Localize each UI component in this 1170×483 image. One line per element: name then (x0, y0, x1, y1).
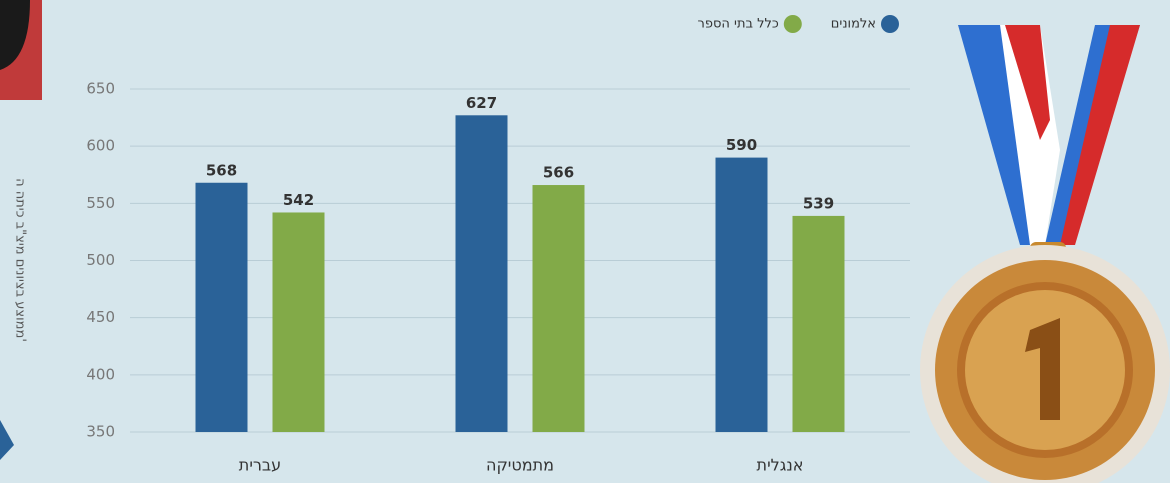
bar (195, 182, 248, 432)
y-tick-label: 600 (86, 137, 115, 155)
y-tick-label: 400 (86, 365, 115, 383)
bar (455, 115, 508, 433)
decoration (0, 420, 14, 460)
value-label: 627 (466, 94, 497, 112)
value-label: 566 (543, 164, 574, 182)
bar (792, 215, 845, 432)
decoration (0, 0, 30, 70)
y-tick-label: 450 (86, 308, 115, 326)
x-tick-label: אנגלית (757, 456, 804, 475)
y-tick-label: 350 (86, 423, 115, 441)
legend-marker (881, 15, 899, 33)
legend-label: כלל בתי הספר (698, 17, 779, 32)
y-tick-label: 500 (86, 251, 115, 269)
y-axis-label: ממוצע בציונים מיצ"ב כיתה ה' (13, 178, 28, 342)
legend-label: אלמונים (831, 17, 876, 32)
value-label: 539 (803, 194, 834, 212)
legend-marker (783, 15, 802, 33)
y-tick-label: 650 (86, 80, 115, 98)
x-tick-label: עברית (239, 456, 281, 475)
value-label: 590 (726, 136, 757, 154)
value-label: 568 (206, 161, 237, 179)
bar (532, 185, 585, 432)
bar (715, 157, 768, 432)
x-tick-label: מתמטיקה (486, 456, 554, 475)
bar (272, 212, 325, 432)
y-tick-label: 550 (86, 194, 115, 212)
value-label: 542 (283, 191, 314, 209)
medal (920, 25, 1170, 483)
